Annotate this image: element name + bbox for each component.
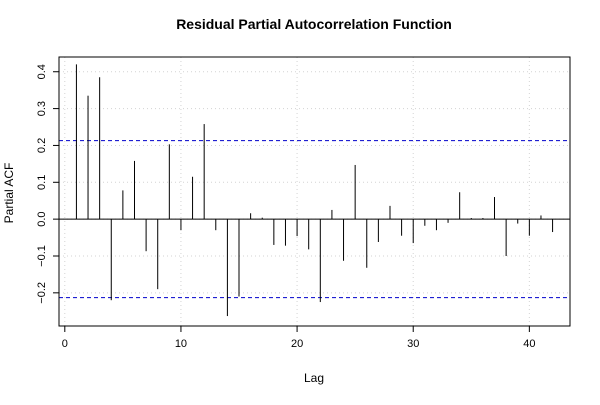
y-axis-label: Partial ACF (2, 163, 16, 224)
x-tick-label: 0 (62, 338, 68, 350)
x-axis-label: Lag (304, 371, 324, 385)
y-tick-label: 0.2 (36, 138, 48, 153)
y-tick-label: 0.4 (36, 64, 48, 79)
y-tick-label: −0.2 (36, 282, 48, 304)
y-tick-label: 0.1 (36, 175, 48, 190)
chart-title: Residual Partial Autocorrelation Functio… (176, 16, 452, 32)
grid-layer (59, 57, 570, 326)
x-tick-label: 20 (291, 338, 303, 350)
y-tick-label: −0.1 (36, 245, 48, 267)
y-tick-label: 0.3 (36, 101, 48, 116)
y-tick-label: 0.0 (36, 211, 48, 226)
x-tick-label: 40 (523, 338, 535, 350)
x-tick-label: 10 (175, 338, 187, 350)
pacf-bars (59, 64, 570, 317)
axes: 0 10 20 30 40 −0.2 −0.1 0.0 0.1 0.2 0.3 0.4 (36, 64, 535, 350)
plot-frame (58, 56, 571, 327)
confidence-bounds (59, 140, 570, 299)
x-tick-label: 30 (407, 338, 419, 350)
